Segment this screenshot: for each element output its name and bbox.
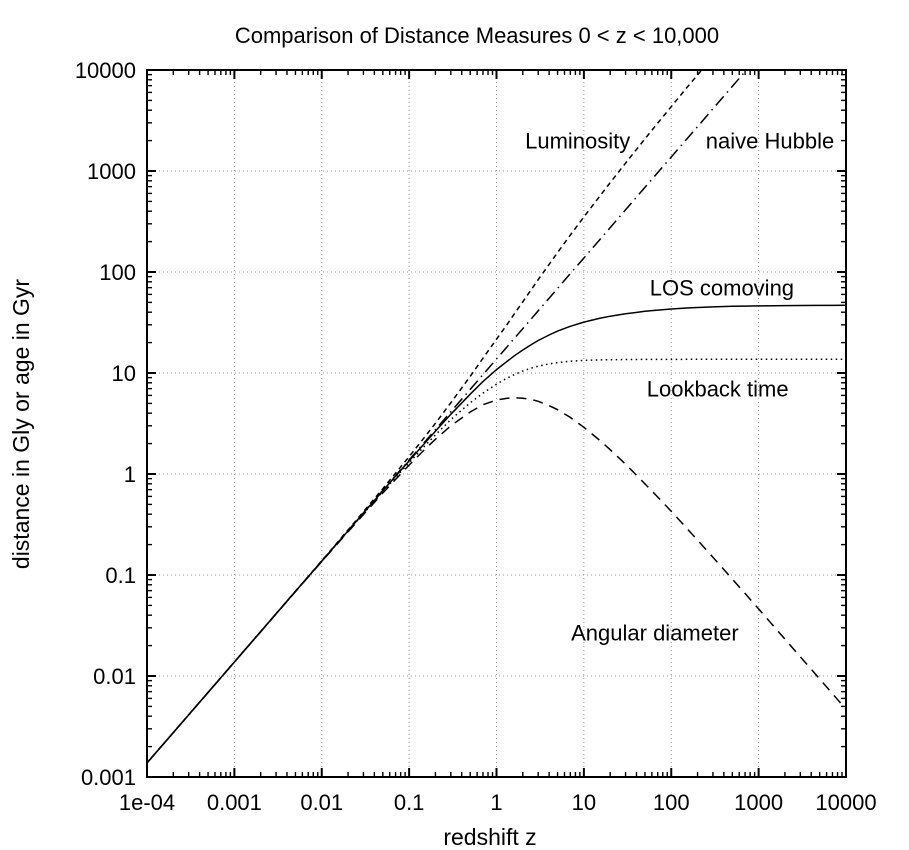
x-tick-label: 10 <box>572 790 596 815</box>
y-tick-label: 10 <box>112 361 136 386</box>
x-tick-label: 10000 <box>815 790 876 815</box>
plot-frame <box>146 69 847 778</box>
y-axis-label: distance in Gly or age in Gyr <box>8 279 34 570</box>
gridlines <box>147 70 846 777</box>
curve-label-lookback-time: Lookback time <box>647 377 789 402</box>
y-tick-label: 0.1 <box>105 563 136 588</box>
x-tick-label: 0.01 <box>300 790 343 815</box>
curve-label-los-comoving: LOS comoving <box>650 276 794 301</box>
chart-title: Comparison of Distance Measures 0 < z < … <box>235 23 719 48</box>
x-tick-label: 1000 <box>734 790 783 815</box>
curve-label-angular-diameter: Angular diameter <box>571 620 739 645</box>
y-tick-label: 0.001 <box>81 765 136 790</box>
data-curves <box>147 70 846 764</box>
curve-labels: Luminosity naive Hubble LOS comoving Lookba… <box>525 129 834 646</box>
y-tick-label: 1000 <box>87 159 136 184</box>
x-axis-label: redshift z <box>443 824 536 850</box>
x-tick-label: 0.001 <box>207 790 262 815</box>
y-tick-label: 10000 <box>75 58 136 83</box>
curve-label-naive-hubble: naive Hubble <box>706 129 834 154</box>
curve-lookback-time <box>147 358 846 764</box>
curve-naive-hubble <box>147 70 748 764</box>
y-tick-label: 0.01 <box>93 664 136 689</box>
x-tick-label: 0.1 <box>394 790 425 815</box>
y-tick-label: 1 <box>124 462 136 487</box>
x-tick-label: 100 <box>653 790 690 815</box>
y-tick-label: 100 <box>99 260 136 285</box>
x-tick-label: 1 <box>490 790 502 815</box>
curve-label-luminosity: Luminosity <box>525 129 630 154</box>
x-tick-label: 1e-04 <box>119 790 175 815</box>
axis-tick-labels: 1e-04 0.001 0.01 0.1 1 10 100 1000 100000.0010.0… <box>75 58 877 815</box>
curve-angular-diameter <box>147 396 846 764</box>
